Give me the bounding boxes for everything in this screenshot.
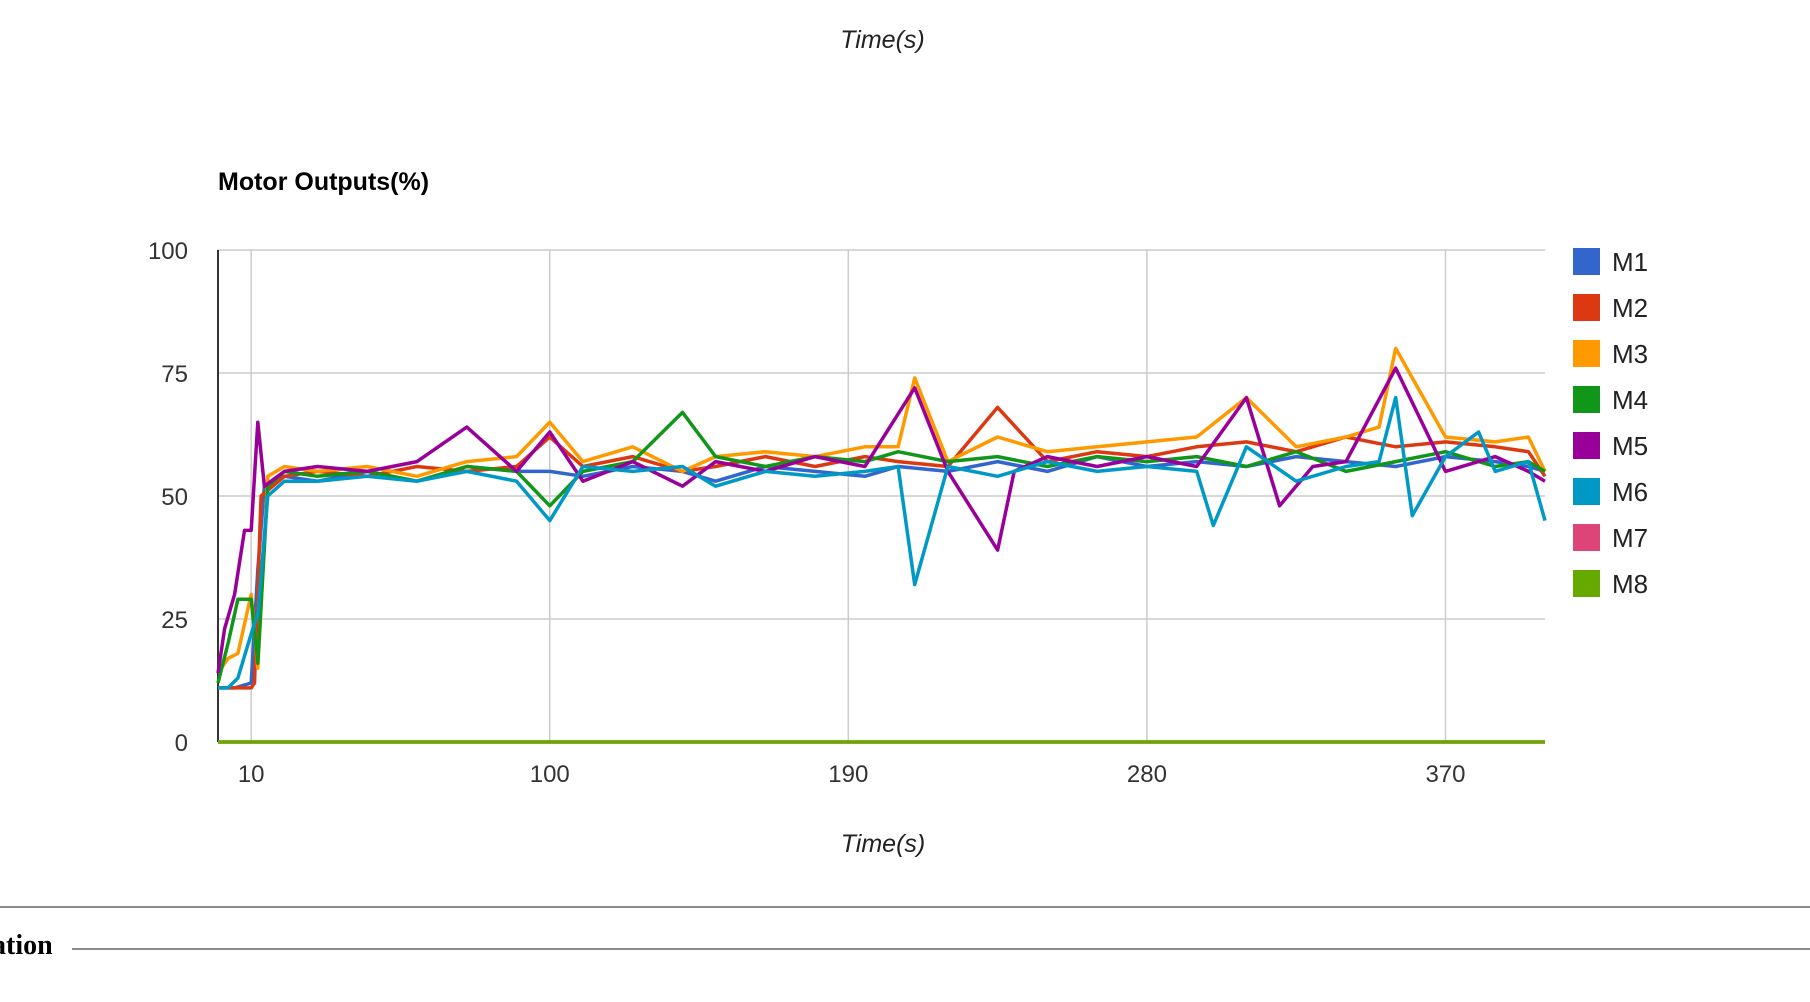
motor-outputs-chart: Motor Outputs(%) 0 25 50 75 100 10 100 190 280 37… [148,168,1648,858]
legend-swatch-m4 [1573,386,1600,413]
section-rule [72,948,1810,950]
legend-swatch-m7 [1573,524,1600,551]
top-axis-title: Time(s) [840,26,925,54]
series-line-m2 [218,405,1547,690]
legend-label-m5: M5 [1612,431,1648,461]
legend-label-m2: M2 [1612,293,1648,323]
y-tick-label: 50 [161,484,188,511]
x-tick-label: 190 [828,761,868,788]
x-tick-label: 10 [238,761,265,788]
legend-label-m3: M3 [1612,339,1648,369]
section-heading: ation [0,930,53,961]
legend-swatch-m2 [1573,294,1600,321]
x-axis-label: Time(s) [841,830,926,858]
y-tick-label: 100 [148,238,188,265]
legend-swatch-m3 [1573,340,1600,367]
y-tick-label: 75 [161,361,188,388]
horizontal-rule [0,906,1810,908]
legend-swatch-m8 [1573,570,1600,597]
x-tick-label: 280 [1127,761,1167,788]
series-line-m5 [216,366,1546,674]
series-line-m1 [218,454,1546,690]
x-tick-label: 100 [530,761,570,788]
legend-label-m7: M7 [1612,523,1648,553]
series-line-m3 [216,346,1547,675]
legend-swatch-m6 [1573,478,1600,505]
legend-label-m8: M8 [1612,569,1648,599]
legend-swatch-m1 [1573,248,1600,275]
legend-label-m4: M4 [1612,385,1648,415]
series-line-m4 [216,410,1546,684]
legend-label-m6: M6 [1612,477,1648,507]
x-tick-label: 370 [1425,761,1465,788]
y-tick-label: 25 [161,607,188,634]
series-line-m6 [218,395,1547,690]
chart-title: Motor Outputs(%) [218,168,429,196]
legend-label-m1: M1 [1612,247,1648,277]
legend-swatch-m5 [1573,432,1600,459]
y-tick-label: 0 [175,730,188,757]
